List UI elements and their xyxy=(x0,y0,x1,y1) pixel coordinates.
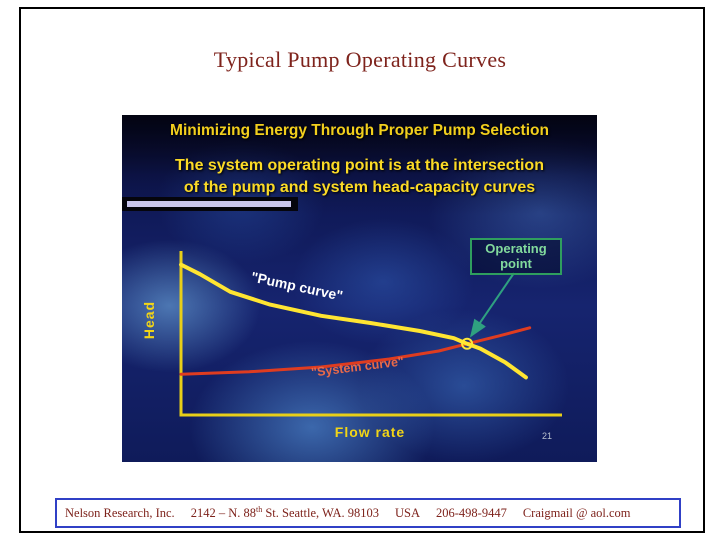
operating-point-marker xyxy=(461,337,474,350)
inner-slide-body: The system operating point is at the int… xyxy=(122,155,597,198)
pump-curve-label: "Pump curve" xyxy=(250,269,345,304)
footer-street: 2142 – N. 88th St. Seattle, WA. 98103 xyxy=(190,504,379,521)
embedded-slide-image: Minimizing Energy Through Proper Pump Se… xyxy=(122,115,597,462)
footer-street-ordinal: th xyxy=(255,504,263,514)
slide-page-number: 21 xyxy=(542,431,553,441)
operating-point-callout: Operating point xyxy=(470,238,562,275)
inner-slide-heading: Minimizing Energy Through Proper Pump Se… xyxy=(170,122,549,139)
pump-curve xyxy=(179,262,528,380)
footer-email: Craigmail @ aol.com xyxy=(522,505,631,520)
footer-company: Nelson Research, Inc. xyxy=(65,505,175,520)
page-title: Typical Pump Operating Curves xyxy=(213,47,507,72)
operating-point-arrow xyxy=(469,272,515,338)
system-curve xyxy=(179,326,532,376)
footer-box: Nelson Research, Inc. 2142 – N. 88th St.… xyxy=(55,498,681,528)
footer-country: USA xyxy=(394,505,420,520)
inner-slide-body-line-2: of the pump and system head-capacity cur… xyxy=(183,178,536,196)
pump-chart: "Pump curve" "System curve" Head Flow ra… xyxy=(141,251,562,440)
inner-slide-body-line-1: The system operating point is at the int… xyxy=(175,157,544,174)
divider-bar xyxy=(127,201,291,207)
x-axis-label: Flow rate xyxy=(335,424,405,440)
slide-frame xyxy=(19,7,705,533)
operating-point-label: Operating point xyxy=(485,240,547,271)
y-axis-label: Head xyxy=(141,301,157,339)
footer-phone: 206-498-9447 xyxy=(436,505,507,520)
system-curve-label: "System curve" xyxy=(310,354,404,379)
